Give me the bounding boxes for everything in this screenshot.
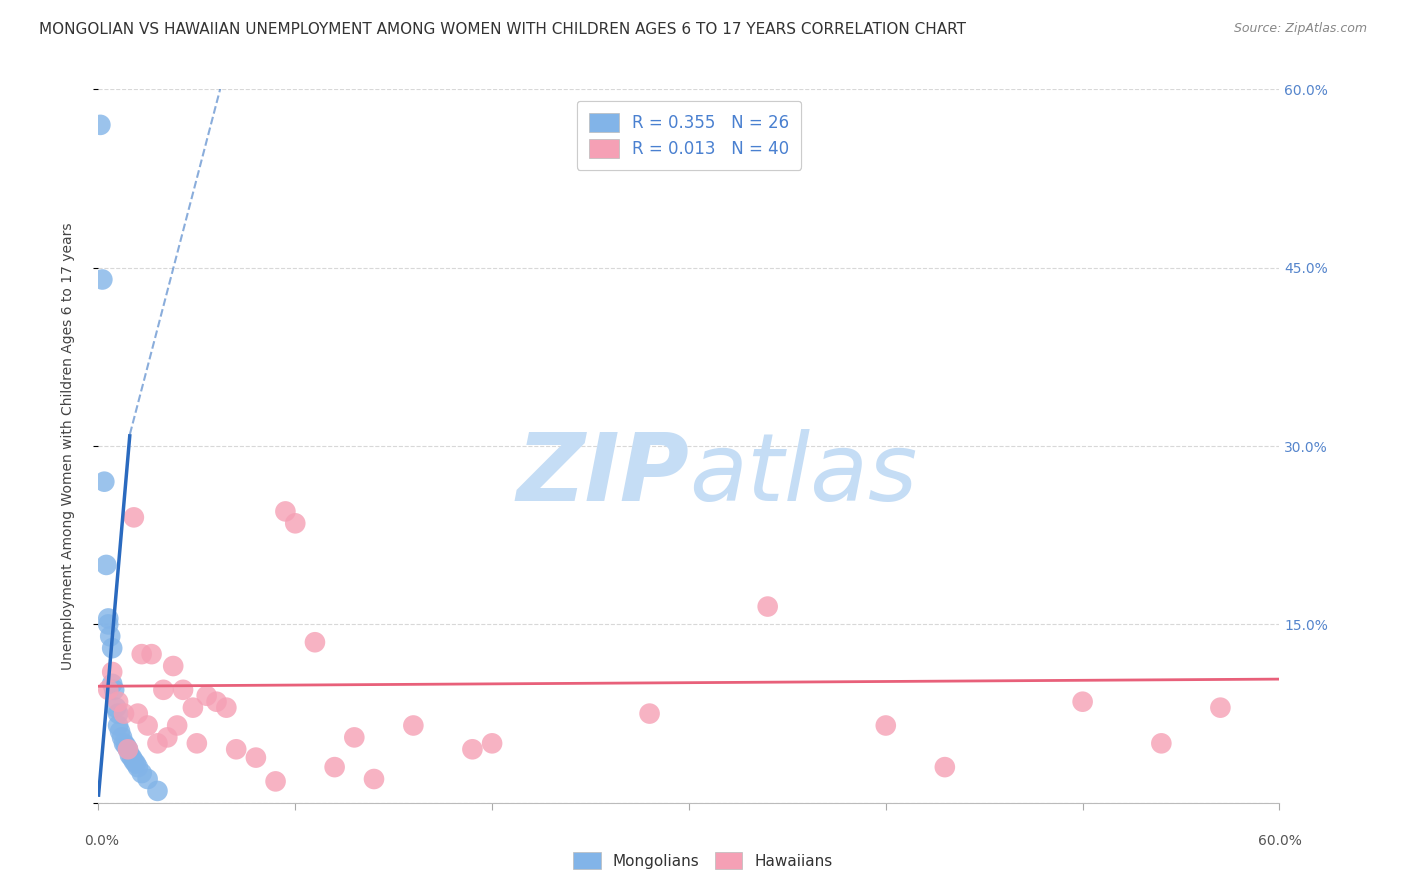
Point — [97, 611, 120, 625]
Point — [112, 706, 135, 721]
Point — [146, 736, 169, 750]
Point — [121, 750, 143, 764]
Point — [284, 516, 307, 531]
Point — [127, 760, 149, 774]
Point — [323, 760, 346, 774]
Point — [245, 750, 267, 764]
Point — [875, 718, 897, 732]
Point — [122, 754, 145, 768]
Point — [93, 475, 115, 489]
Point — [89, 118, 111, 132]
Point — [304, 635, 326, 649]
Point — [1150, 736, 1173, 750]
Point — [122, 510, 145, 524]
Legend: R = 0.355   N = 26, R = 0.013   N = 40: R = 0.355 N = 26, R = 0.013 N = 40 — [576, 101, 801, 169]
Text: Source: ZipAtlas.com: Source: ZipAtlas.com — [1233, 22, 1367, 36]
Point — [103, 682, 125, 697]
Point — [205, 695, 228, 709]
Point — [115, 739, 138, 753]
Point — [195, 689, 218, 703]
Point — [117, 742, 139, 756]
Text: 0.0%: 0.0% — [84, 834, 118, 848]
Point — [98, 629, 121, 643]
Point — [112, 736, 135, 750]
Point — [402, 718, 425, 732]
Point — [181, 700, 204, 714]
Point — [934, 760, 956, 774]
Point — [111, 731, 134, 745]
Point — [1209, 700, 1232, 714]
Point — [125, 756, 148, 771]
Text: ZIP: ZIP — [516, 428, 689, 521]
Point — [107, 718, 129, 732]
Point — [264, 774, 287, 789]
Point — [131, 647, 153, 661]
Point — [225, 742, 247, 756]
Point — [172, 682, 194, 697]
Point — [274, 504, 297, 518]
Point — [127, 706, 149, 721]
Point — [141, 647, 163, 661]
Point — [756, 599, 779, 614]
Point — [107, 706, 129, 721]
Point — [105, 700, 128, 714]
Point — [136, 772, 159, 786]
Text: atlas: atlas — [689, 429, 917, 520]
Point — [156, 731, 179, 745]
Point — [146, 784, 169, 798]
Point — [97, 617, 120, 632]
Point — [186, 736, 208, 750]
Point — [117, 742, 139, 756]
Point — [101, 677, 124, 691]
Point — [481, 736, 503, 750]
Point — [638, 706, 661, 721]
Point — [1071, 695, 1094, 709]
Point — [96, 558, 118, 572]
Point — [91, 272, 114, 286]
Point — [101, 665, 124, 679]
Point — [343, 731, 366, 745]
Point — [97, 682, 120, 697]
Text: MONGOLIAN VS HAWAIIAN UNEMPLOYMENT AMONG WOMEN WITH CHILDREN AGES 6 TO 17 YEARS : MONGOLIAN VS HAWAIIAN UNEMPLOYMENT AMONG… — [39, 22, 966, 37]
Point — [118, 748, 141, 763]
Y-axis label: Unemployment Among Women with Children Ages 6 to 17 years: Unemployment Among Women with Children A… — [60, 222, 75, 670]
Point — [152, 682, 174, 697]
Legend: Mongolians, Hawaiians: Mongolians, Hawaiians — [567, 846, 839, 875]
Point — [136, 718, 159, 732]
Point — [107, 695, 129, 709]
Point — [101, 641, 124, 656]
Text: 60.0%: 60.0% — [1257, 834, 1302, 848]
Point — [363, 772, 385, 786]
Point — [162, 659, 184, 673]
Point — [461, 742, 484, 756]
Point — [131, 766, 153, 780]
Point — [215, 700, 238, 714]
Point — [166, 718, 188, 732]
Point — [108, 724, 131, 739]
